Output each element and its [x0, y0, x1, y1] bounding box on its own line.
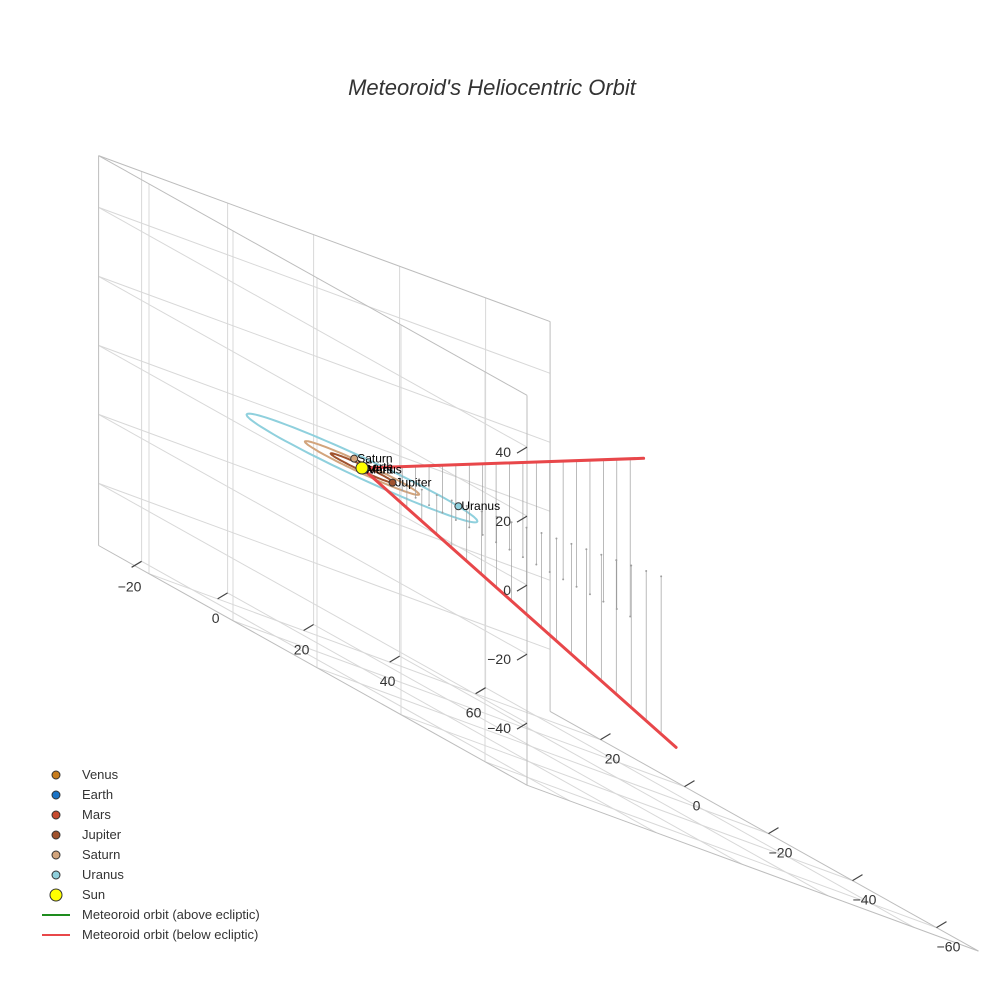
- legend-marker-swatch: [51, 830, 61, 840]
- legend-label: Jupiter: [82, 827, 122, 842]
- uranus-marker: [454, 502, 463, 511]
- uranus-orbit: [245, 412, 479, 524]
- box-edges: [98, 155, 979, 952]
- chart-title: Meteoroid's Heliocentric Orbit: [348, 75, 637, 100]
- z-tick-label: −40: [487, 720, 511, 736]
- z-tick-label: 20: [495, 513, 511, 529]
- drop-line-base: [405, 483, 408, 486]
- x-tick-label: −20: [118, 578, 142, 594]
- z-tick-label: 40: [495, 444, 511, 460]
- drop-line-base: [401, 489, 404, 492]
- drop-line-base: [525, 526, 528, 529]
- legend-marker-swatch: [51, 810, 61, 820]
- x-tick-label: 60: [466, 705, 482, 721]
- drop-line-base: [480, 510, 483, 513]
- legend-marker-swatch: [51, 850, 61, 860]
- axis-tick-layer: −40 −20 0 20 40 −20 0 20 40 60 −60 −40 −20 0 20: [118, 444, 961, 954]
- jupiter-marker: [388, 478, 397, 487]
- saturn-label: Saturn: [357, 452, 392, 466]
- legend-label: Venus: [82, 767, 119, 782]
- floor-grid: [141, 560, 937, 929]
- drop-line-base: [468, 526, 471, 529]
- earth-label: Earth: [364, 460, 393, 474]
- drop-line-base: [508, 548, 511, 551]
- drop-line-base: [414, 496, 417, 499]
- drop-line-base: [481, 533, 484, 536]
- drop-lines: [401, 458, 663, 735]
- drop-line-base: [588, 593, 591, 596]
- drop-line-base: [562, 578, 565, 581]
- saturn-orbit: [303, 440, 421, 496]
- venus-label: Venus: [368, 463, 401, 477]
- drop-line-base: [450, 499, 453, 502]
- z-tick-label: −20: [487, 651, 511, 667]
- drop-line-base: [428, 504, 431, 507]
- x-tick-label: 20: [294, 642, 310, 658]
- legend-item-uranus[interactable]: Uranus: [51, 867, 124, 882]
- legend-marker-swatch: [51, 770, 61, 780]
- x-tick-label: 40: [380, 673, 396, 689]
- legend-marker-swatch: [51, 870, 61, 880]
- jupiter-label: Jupiter: [396, 476, 432, 490]
- mars-label: Mars: [366, 462, 393, 476]
- drop-line-base: [629, 615, 632, 618]
- x-tick-label: 0: [212, 610, 220, 626]
- meteoroid-series-layer: [360, 456, 678, 749]
- y-tick-label: −60: [937, 939, 961, 955]
- legend-label: Sun: [82, 887, 105, 902]
- drop-line-base: [510, 521, 513, 524]
- drop-line-base: [420, 488, 423, 491]
- legend-item-venus[interactable]: Venus: [51, 767, 119, 782]
- y-tick-label: −40: [853, 892, 877, 908]
- legend-item-saturn[interactable]: Saturn: [51, 847, 120, 862]
- legend-marker-swatch: [51, 790, 61, 800]
- drop-line-base: [495, 541, 498, 544]
- drop-line-base: [521, 556, 524, 559]
- drop-line-base: [660, 575, 663, 578]
- drop-line-base: [555, 537, 558, 540]
- drop-line-base: [548, 570, 551, 573]
- drop-line-base: [540, 532, 543, 535]
- drop-line-base: [630, 564, 633, 567]
- drop-line-base: [535, 563, 538, 566]
- drop-line-base: [585, 548, 588, 551]
- legend-item-meteoroid-orbit-above-ecliptic[interactable]: Meteoroid orbit (above ecliptic): [42, 907, 260, 922]
- drop-line-base: [575, 585, 578, 588]
- drop-line-base: [602, 600, 605, 603]
- legend-label: Meteoroid orbit (above ecliptic): [82, 907, 260, 922]
- drop-line-base: [615, 608, 618, 611]
- legend-item-jupiter[interactable]: Jupiter: [51, 827, 122, 842]
- legend-label: Meteoroid orbit (below ecliptic): [82, 927, 258, 942]
- legend-label: Earth: [82, 787, 113, 802]
- uranus-label: Uranus: [461, 499, 500, 513]
- legend-label: Saturn: [82, 847, 120, 862]
- y-tick-label: 20: [605, 751, 621, 767]
- legend: Venus Earth Mars Jupiter Saturn Uranus Sun Mete…: [42, 767, 260, 942]
- legend-item-mars[interactable]: Mars: [51, 807, 111, 822]
- y-tick-label: 0: [693, 798, 701, 814]
- grid-layer: [98, 155, 979, 952]
- side-wall-grid: [98, 183, 528, 762]
- drop-line-base: [465, 504, 468, 507]
- legend-label: Uranus: [82, 867, 124, 882]
- drop-line-base: [645, 569, 648, 572]
- saturn-marker: [350, 454, 359, 463]
- y-tick-label: −20: [769, 845, 793, 861]
- drop-line-base: [600, 553, 603, 556]
- legend-item-meteoroid-orbit-below-ecliptic[interactable]: Meteoroid orbit (below ecliptic): [42, 927, 258, 942]
- meteoroid-orbit-line-1: [360, 456, 678, 749]
- legend-item-earth[interactable]: Earth: [51, 787, 113, 802]
- legend-marker-swatch: [49, 888, 63, 902]
- drop-line-base: [454, 518, 457, 521]
- z-tick-label: 0: [503, 582, 511, 598]
- legend-label: Mars: [82, 807, 111, 822]
- drop-line-base: [441, 511, 444, 514]
- drop-line-base: [570, 542, 573, 545]
- sun-marker: [355, 461, 369, 475]
- legend-item-sun[interactable]: Sun: [49, 887, 105, 902]
- drop-line-base: [435, 494, 438, 497]
